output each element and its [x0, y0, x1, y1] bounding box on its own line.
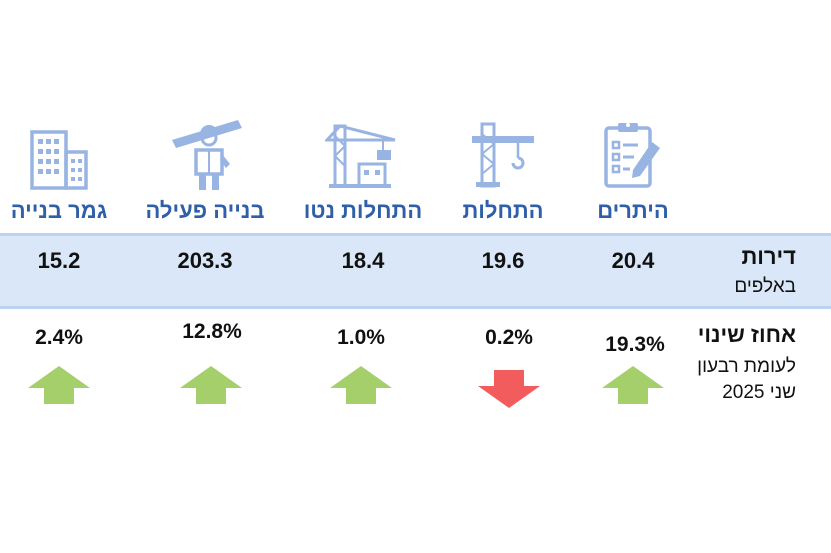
value-permits: 20.4	[611, 248, 655, 273]
column-title-starts: התחלות	[462, 198, 544, 223]
column-title-completions: גמר בנייה	[10, 198, 108, 223]
change-permits: 19.3%	[605, 333, 665, 356]
crane-building-icon	[325, 120, 399, 192]
value-net-starts: 18.4	[341, 248, 385, 273]
clipboard-icon	[600, 120, 666, 190]
row-label-change-sub-1: לעומת רבעון	[697, 356, 796, 377]
arrow-down-icon	[478, 370, 540, 408]
value-completions: 15.2	[37, 248, 81, 273]
column-title-net-starts: התחלות נטו	[303, 198, 423, 223]
change-starts: 0.2%	[485, 326, 533, 349]
row-label-change-sub-2: שני 2025	[722, 382, 796, 403]
value-starts: 19.6	[481, 248, 525, 273]
arrow-up-icon	[330, 366, 392, 404]
construction-worker-icon	[170, 116, 244, 192]
column-title-permits: היתרים	[597, 198, 669, 223]
arrow-up-icon	[602, 366, 664, 404]
crane-icon	[470, 120, 536, 190]
row-label-change: אחוז שינוי	[697, 322, 796, 347]
office-building-icon	[28, 128, 90, 190]
change-completions: 2.4%	[35, 326, 83, 349]
change-net-starts: 1.0%	[337, 326, 385, 349]
arrow-up-icon	[28, 366, 90, 404]
value-active-construction: 203.3	[177, 248, 233, 273]
values-band	[0, 233, 831, 309]
arrow-up-icon	[180, 366, 242, 404]
change-active-construction: 12.8%	[182, 320, 242, 343]
row-label-units-sub: באלפים	[734, 276, 796, 297]
row-label-units: דירות	[741, 244, 796, 269]
column-title-active-construction: בנייה פעילה	[145, 198, 265, 223]
